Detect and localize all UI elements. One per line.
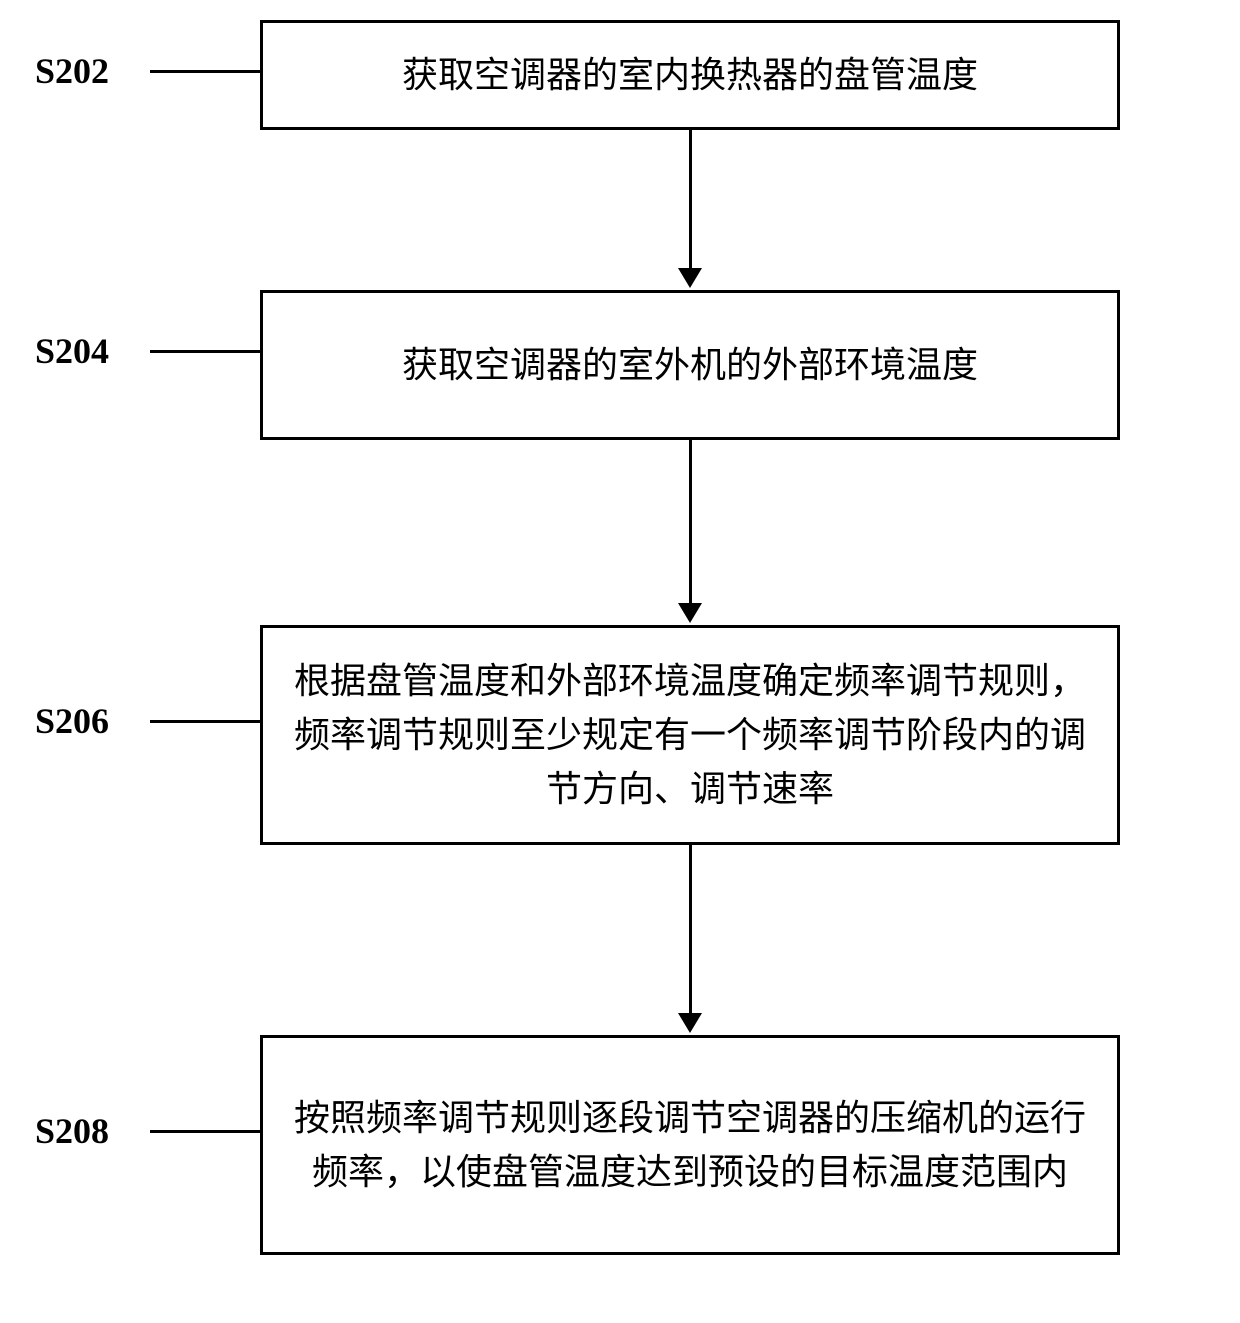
step-text-s208: 按照频率调节规则逐段调节空调器的压缩机的运行频率，以使盘管温度达到预设的目标温度…: [293, 1091, 1087, 1199]
step-label-s206: S206: [35, 700, 109, 742]
step-label-s202: S202: [35, 50, 109, 92]
step-label-s208: S208: [35, 1110, 109, 1152]
flowchart-container: S202 获取空调器的室内换热器的盘管温度 S204 获取空调器的室外机的外部环…: [0, 0, 1240, 1323]
arrow-line-1: [689, 130, 692, 270]
step-text-s202: 获取空调器的室内换热器的盘管温度: [402, 48, 978, 102]
step-box-s208: 按照频率调节规则逐段调节空调器的压缩机的运行频率，以使盘管温度达到预设的目标温度…: [260, 1035, 1120, 1255]
step-box-s202: 获取空调器的室内换热器的盘管温度: [260, 20, 1120, 130]
arrow-head-2: [678, 603, 702, 623]
step-box-s206: 根据盘管温度和外部环境温度确定频率调节规则，频率调节规则至少规定有一个频率调节阶…: [260, 625, 1120, 845]
arrow-head-1: [678, 268, 702, 288]
arrow-line-2: [689, 440, 692, 605]
step-text-s206: 根据盘管温度和外部环境温度确定频率调节规则，频率调节规则至少规定有一个频率调节阶…: [293, 654, 1087, 816]
step-box-s204: 获取空调器的室外机的外部环境温度: [260, 290, 1120, 440]
label-connector-s204: [150, 350, 260, 353]
label-connector-s202: [150, 70, 260, 73]
label-connector-s206: [150, 720, 260, 723]
step-label-s204: S204: [35, 330, 109, 372]
label-connector-s208: [150, 1130, 260, 1133]
arrow-line-3: [689, 845, 692, 1015]
arrow-head-3: [678, 1013, 702, 1033]
step-text-s204: 获取空调器的室外机的外部环境温度: [402, 338, 978, 392]
